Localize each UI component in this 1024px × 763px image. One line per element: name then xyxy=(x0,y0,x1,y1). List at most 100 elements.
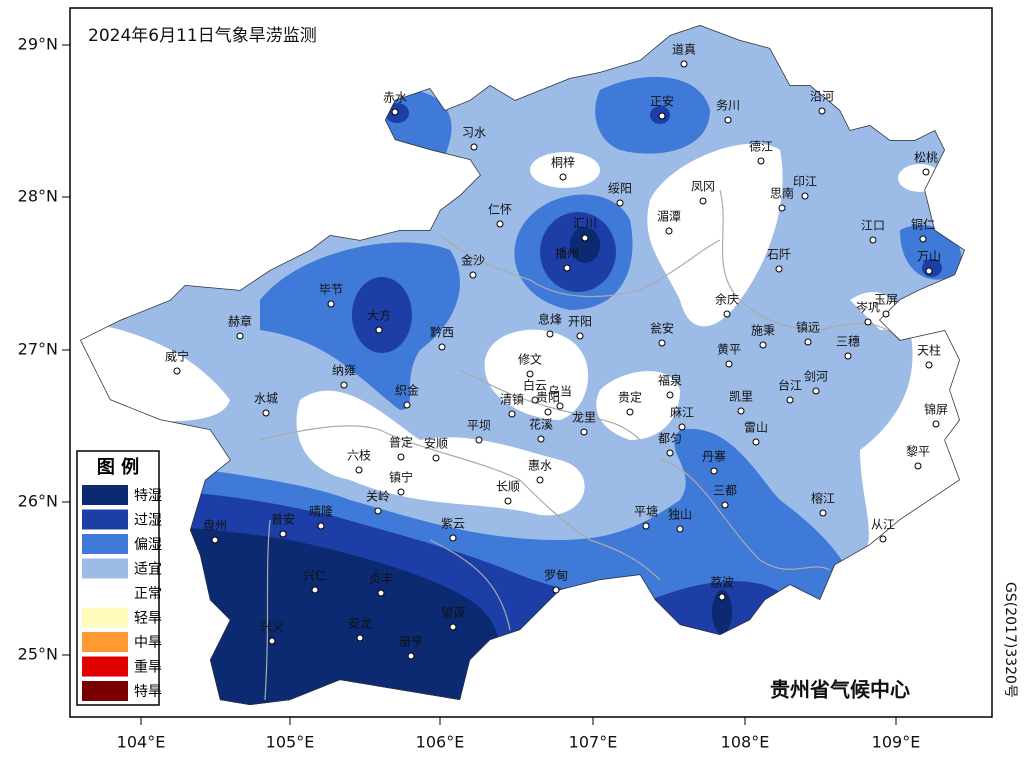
city-label: 余庆 xyxy=(715,292,739,307)
city-label: 绥阳 xyxy=(608,182,632,196)
city-dot xyxy=(737,407,745,415)
border xyxy=(719,189,901,341)
city-label: 福泉 xyxy=(658,373,682,388)
city-label: 息烽 xyxy=(538,312,562,327)
city-label: 安顺 xyxy=(424,436,448,451)
city-label: 惠水 xyxy=(528,459,552,473)
city-label: 台江 xyxy=(778,378,802,393)
city-dot xyxy=(356,634,364,642)
city-label: 镇宁 xyxy=(389,470,413,485)
city-label: 六枝 xyxy=(347,448,371,463)
city-dot xyxy=(844,352,852,360)
city-label: 花溪 xyxy=(529,417,553,432)
city-dot xyxy=(676,525,684,533)
city-dot xyxy=(397,453,405,461)
city-label: 天柱 xyxy=(917,343,941,358)
city-label: 金沙 xyxy=(461,253,485,268)
border xyxy=(459,369,641,441)
city-dot xyxy=(496,220,504,228)
city-dot xyxy=(559,173,567,181)
legend-swatch xyxy=(82,681,128,701)
city-dot xyxy=(626,408,634,416)
city-label: 印江 xyxy=(793,175,817,189)
legend-swatch xyxy=(82,656,128,677)
lat-label: 27°N xyxy=(18,340,58,359)
city-dot xyxy=(723,310,731,318)
city-dot xyxy=(552,586,560,594)
city-label: 贵阳 xyxy=(536,391,560,405)
legend-swatch xyxy=(82,509,128,530)
city-dot xyxy=(616,199,624,207)
legend-label: 偏湿 xyxy=(134,537,162,553)
city-label: 平坝 xyxy=(467,419,491,433)
city-dot xyxy=(864,318,872,326)
zone-normal xyxy=(647,143,783,327)
legend-label: 特湿 xyxy=(134,488,162,504)
city-label: 务川 xyxy=(716,98,740,113)
city-dot xyxy=(311,586,319,594)
city-dot xyxy=(537,435,545,443)
legend-swatch xyxy=(82,583,128,603)
city-label: 独山 xyxy=(668,508,692,522)
city-dot xyxy=(536,476,544,484)
city-dot xyxy=(268,637,276,645)
city-label: 册亨 xyxy=(399,634,423,649)
city-dot xyxy=(580,428,588,436)
city-dot xyxy=(262,409,270,417)
city-label: 万山 xyxy=(917,250,941,264)
city-label: 兴义 xyxy=(260,620,284,634)
city-label: 开阳 xyxy=(568,315,592,329)
city-dot xyxy=(340,381,348,389)
city-label: 关岭 xyxy=(366,490,390,504)
city-dot xyxy=(819,509,827,517)
zone-normal xyxy=(80,320,230,422)
legend-label: 正常 xyxy=(134,586,162,602)
city-label: 罗甸 xyxy=(544,569,568,583)
city-label: 赤水 xyxy=(383,91,407,105)
legend-swatch xyxy=(82,534,128,554)
legend-label: 中旱 xyxy=(134,635,162,651)
city-label: 威宁 xyxy=(165,349,189,364)
city-label: 道真 xyxy=(672,43,696,57)
city-dot xyxy=(757,157,765,165)
city-label: 桐梓 xyxy=(551,155,575,170)
city-dot xyxy=(355,466,363,474)
legend-label: 重旱 xyxy=(134,660,162,676)
county-borders xyxy=(259,189,901,701)
zone-normal xyxy=(530,152,600,188)
city-dot xyxy=(470,143,478,151)
city-dot xyxy=(508,410,516,418)
city-label: 榕江 xyxy=(811,491,835,506)
city-dot xyxy=(475,436,483,444)
city-label: 普定 xyxy=(389,435,413,450)
city-dot xyxy=(725,360,733,368)
city-label: 施秉 xyxy=(751,324,775,338)
zone-very-wet xyxy=(352,277,412,353)
city-dot xyxy=(678,423,686,431)
city-label: 乌当 xyxy=(548,384,572,399)
city-dot xyxy=(879,535,887,543)
city-label: 赫章 xyxy=(228,314,252,329)
city-dot xyxy=(759,341,767,349)
city-dot xyxy=(173,367,181,375)
city-label: 纳雍 xyxy=(332,363,356,378)
city-label: 黄平 xyxy=(717,343,741,357)
city-label: 紫云 xyxy=(441,517,465,531)
city-label: 白云 xyxy=(523,378,547,393)
lon-label: 106°E xyxy=(416,733,465,752)
city-dot xyxy=(721,501,729,509)
legend-label: 特旱 xyxy=(134,684,162,700)
city-label: 瓮安 xyxy=(650,321,674,336)
city-label: 长顺 xyxy=(496,480,520,494)
city-label: 玉屏 xyxy=(874,293,898,307)
city-dot xyxy=(666,391,674,399)
map-code: GS(2017)3320号 xyxy=(1002,582,1018,698)
city-label: 黎平 xyxy=(906,445,930,459)
lat-label: 26°N xyxy=(18,492,58,511)
city-dot xyxy=(544,408,552,416)
city-dot xyxy=(922,168,930,176)
map-title: 2024年6月11日气象旱涝监测 xyxy=(88,26,317,46)
city-label: 贞丰 xyxy=(369,572,393,586)
city-label: 石阡 xyxy=(767,247,791,262)
